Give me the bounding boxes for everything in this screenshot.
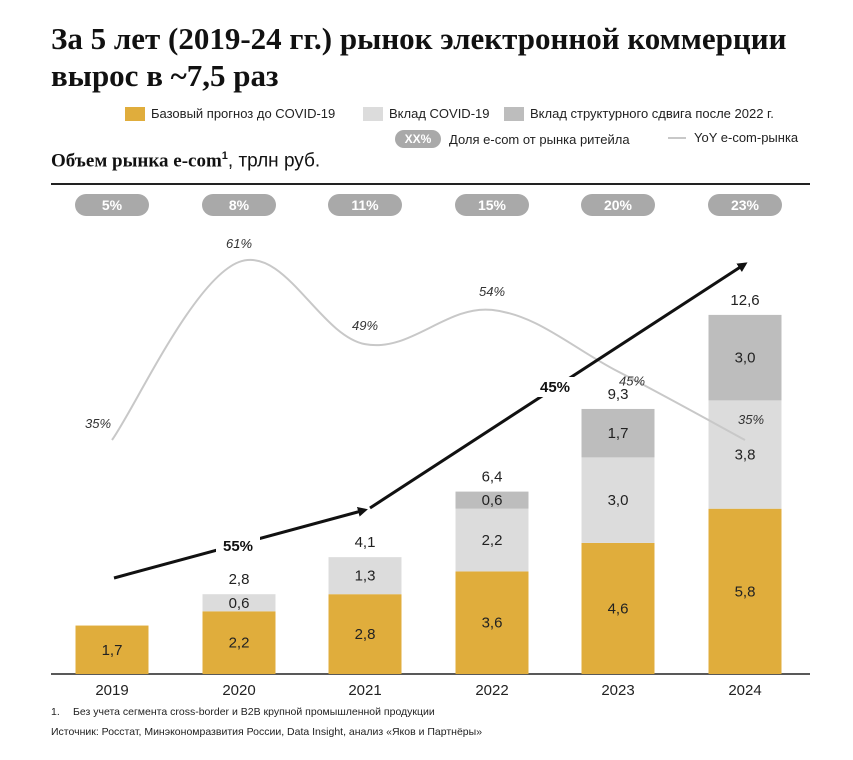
legend-item-shift: Вклад структурного сдвига после 2022 г. (504, 106, 774, 121)
share-label-2020: 8% (229, 197, 250, 213)
yoy-label-2020: 61% (226, 236, 252, 251)
share-pill-2020 (202, 194, 276, 216)
bar-label-base-2020: 2,2 (229, 635, 250, 652)
yoy-label-2022: 54% (479, 284, 505, 299)
bar-label-base-2024: 5,8 (735, 583, 756, 600)
bar-base-2021 (328, 594, 402, 674)
x-tick-2023: 2023 (601, 682, 634, 699)
bar-shift-2024 (708, 314, 782, 401)
bar-total-2021: 4,1 (355, 534, 376, 551)
legend-item-yoy: YoY e-com-рынка (668, 130, 798, 145)
legend-swatch-covid (363, 106, 383, 121)
bar-covid-2024 (708, 400, 782, 509)
chart-subtitle: Объем рынка e-com1, трлн руб. (51, 150, 320, 172)
bar-shift-2022 (455, 491, 529, 509)
yoy-label-2019: 35% (85, 416, 111, 431)
bar-total-2022: 6,4 (482, 469, 503, 486)
subtitle-bold: Объем рынка e-com (51, 150, 222, 172)
legend-swatch-shift (504, 106, 524, 121)
x-tick-2019: 2019 (95, 682, 128, 699)
cagr-label-bg-2021-2024 (533, 377, 577, 397)
legend-label-base: Базовый прогноз до COVID-19 (151, 106, 336, 121)
x-tick-2021: 2021 (348, 682, 381, 699)
subtitle-footnote-ref: 1 (221, 150, 228, 162)
share-pill-2022 (455, 194, 529, 216)
bar-label-shift-2022: 0,6 (482, 492, 503, 509)
bar-label-covid-2020: 0,6 (229, 595, 250, 612)
bar-covid-2023 (581, 457, 655, 543)
x-tick-2022: 2022 (475, 682, 508, 699)
header-rule (51, 183, 810, 185)
cagr-label-2021-2024: 45% (540, 379, 570, 396)
bar-label-shift-2024: 3,0 (735, 350, 756, 367)
legend-swatch-base (125, 106, 145, 121)
bar-label-covid-2024: 3,8 (735, 447, 756, 464)
share-pill-2024 (708, 194, 782, 216)
footnote-number: 1. (51, 706, 60, 718)
legend-item-covid: Вклад COVID-19 (363, 106, 489, 121)
x-tick-2024: 2024 (728, 682, 761, 699)
bar-label-base-2019: 1,7 (102, 642, 123, 659)
bar-covid-2022 (455, 508, 529, 572)
subtitle-unit: , трлн руб. (227, 150, 321, 172)
bar-base-2024 (708, 508, 782, 674)
yoy-label-2021: 49% (352, 318, 378, 333)
bar-label-base-2023: 4,6 (608, 600, 629, 617)
share-label-2019: 5% (102, 197, 123, 213)
bar-base-2022 (455, 571, 529, 674)
share-pill-2021 (328, 194, 402, 216)
legend-label-share: Доля e-com от рынка ритейла (449, 131, 630, 147)
bar-base-2020 (202, 611, 276, 674)
legend-label-shift: Вклад структурного сдвига после 2022 г. (530, 106, 774, 121)
stacked-bar-chart: 1,7 2019 5% 2,2 0,6 2,8 2020 8% 2,8 1,3 4,1 2021 11%… (51, 194, 810, 699)
yoy-line (111, 258, 746, 441)
share-label-2021: 11% (351, 197, 379, 213)
share-label-2024: 23% (731, 197, 760, 213)
share-label-2023: 20% (604, 197, 633, 213)
cagr-label-2019-2021: 55% (223, 538, 253, 555)
legend-item-base: Базовый прогноз до COVID-19 (125, 106, 335, 121)
cagr-label-bg-2019-2021 (216, 536, 260, 556)
bar-label-base-2022: 3,6 (482, 615, 503, 632)
bar-total-2020: 2,8 (229, 571, 250, 588)
legend-line-yoy (668, 136, 686, 139)
share-label-2022: 15% (478, 197, 507, 213)
legend-label-yoy: YoY e-com-рынка (694, 130, 799, 145)
bar-label-shift-2023: 1,7 (608, 425, 629, 442)
bar-total-2023: 9,3 (608, 386, 629, 403)
x-tick-2020: 2020 (222, 682, 255, 699)
bar-label-covid-2021: 1,3 (355, 568, 376, 585)
bar-label-covid-2022: 2,2 (482, 532, 503, 549)
legend-pill-share: XX% (395, 130, 441, 148)
bar-label-covid-2023: 3,0 (608, 492, 629, 509)
share-pill-2023 (581, 194, 655, 216)
bar-covid-2021 (328, 557, 402, 595)
yoy-label-2023: 45% (619, 374, 645, 389)
bar-covid-2020 (202, 594, 276, 612)
footnote: 1. Без учета сегмента cross-border и B2B … (51, 706, 435, 718)
yoy-label-2024: 35% (738, 412, 764, 427)
legend-item-share: XX% Доля e-com от рынка ритейла (395, 130, 630, 148)
bar-total-2024: 12,6 (730, 292, 759, 309)
source-note: Источник: Росстат, Минэкономразвития Рос… (51, 726, 483, 738)
bar-base-2023 (581, 542, 655, 674)
bar-shift-2023 (581, 408, 655, 458)
footnote-text: Без учета сегмента cross-border и B2B кр… (73, 706, 435, 718)
bar-label-base-2021: 2,8 (355, 626, 376, 643)
bar-base-2019 (75, 625, 149, 674)
legend-label-covid: Вклад COVID-19 (389, 106, 490, 121)
share-pill-2019 (75, 194, 149, 216)
chart-title: За 5 лет (2019-24 гг.) рынок электронной… (51, 21, 787, 93)
